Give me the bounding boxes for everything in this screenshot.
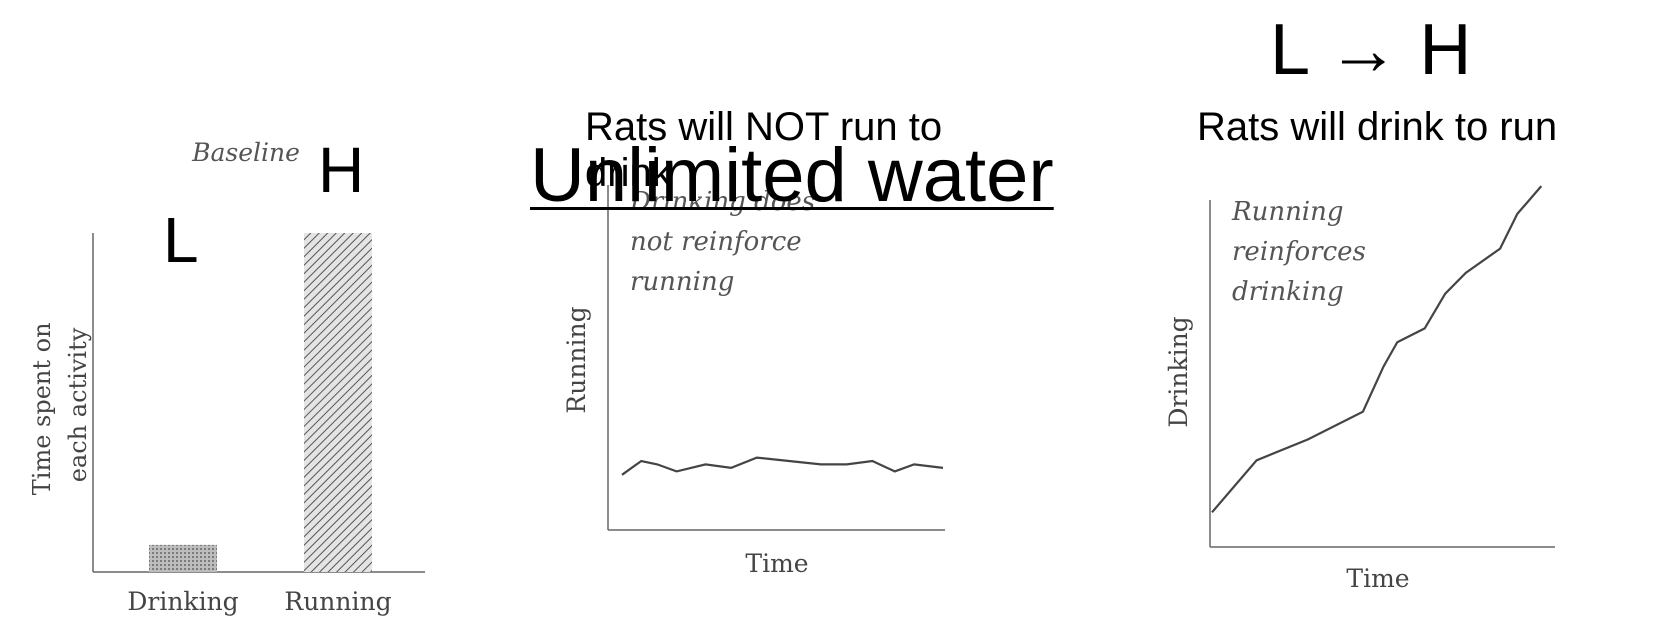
running-annotation-line-3: running: [630, 267, 734, 297]
drinking-series-line: [1211, 185, 1543, 514]
drinking-annotation-line-2: reinforces: [1232, 237, 1366, 267]
line-chart-running: Time Running Drinking does not reinforce…: [562, 185, 945, 578]
line-chart-drinking: Time Drinking Running reinforces drinkin…: [1164, 185, 1555, 593]
running-annotation-line-2: not reinforce: [630, 227, 802, 257]
bar-xtick-1: Running: [284, 587, 391, 616]
bar-y-axis-label-line-1: Time spent on: [28, 322, 56, 495]
bar-drinking: [149, 544, 217, 572]
rats-not-run-text: Rats will NOT run to drink: [585, 105, 943, 195]
drinking-annotation-line-3: drinking: [1232, 277, 1344, 307]
bar-y-axis-label-line-2: each activity: [64, 327, 92, 482]
letter-high: H: [318, 134, 365, 206]
drinking-annotation: Running reinforces drinking: [1231, 197, 1374, 307]
bar-chart: Drinking Running Baseline Time spent on …: [28, 138, 425, 616]
rats-drink-text: Rats will drink to run: [1197, 105, 1558, 149]
running-annotation-line-1: Drinking does: [629, 187, 815, 217]
running-y-axis-label: Running: [562, 306, 591, 413]
drinking-y-axis-label: Drinking: [1164, 316, 1193, 427]
letter-low: L: [163, 204, 199, 276]
unlimited-water-heading: Unlimited water: [530, 133, 1054, 218]
drinking-annotation-line-1: Running: [1231, 197, 1344, 227]
running-x-axis-label: Time: [745, 549, 808, 578]
bar-running: [304, 233, 372, 572]
drinking-x-axis-label: Time: [1346, 564, 1409, 593]
l-to-h-label: L → H: [1270, 10, 1472, 90]
bar-y-axis-label: Time spent on each activity: [28, 315, 92, 495]
bar-xtick-0: Drinking: [127, 587, 238, 616]
running-annotation: Drinking does not reinforce running: [629, 187, 823, 297]
running-series-line: [621, 456, 944, 476]
bar-chart-title: Baseline: [191, 138, 300, 167]
